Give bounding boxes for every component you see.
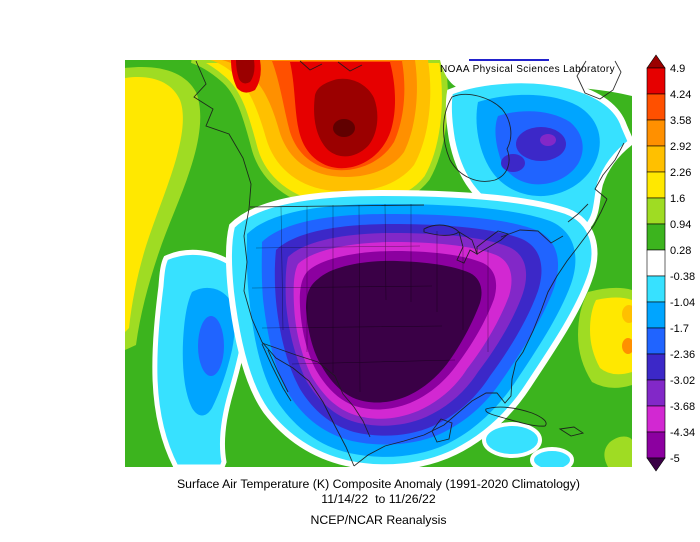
colorbar-segment — [646, 405, 666, 433]
alaska-warm-spot — [231, 60, 261, 93]
atlantic-warm-anomaly — [578, 287, 632, 467]
cool-core-dark — [540, 134, 556, 146]
cool-core — [516, 127, 566, 161]
figure-title: Surface Air Temperature (K) Composite An… — [176, 477, 581, 491]
caribbean-islands — [431, 406, 585, 443]
state-lines-vertical — [280, 203, 489, 393]
coastlines — [193, 60, 625, 467]
great-lakes — [423, 224, 509, 264]
colorbar-label: 2.26 — [670, 167, 691, 179]
colorbar-arrow-below — [646, 457, 666, 472]
colorbar: 4.9 4.24 3.58 2.92 2.26 1.6 0.94 0.28 -0… — [646, 54, 695, 472]
colorbar-label: -1.04 — [670, 297, 695, 309]
lab-link-rule — [469, 59, 549, 61]
gulf-atlantic-coast — [353, 198, 608, 467]
country-borders — [249, 204, 564, 438]
colorbar-label: -1.7 — [670, 323, 689, 335]
colorbar-label: 0.94 — [670, 219, 691, 231]
colorbar-label: -5 — [670, 453, 680, 465]
us-canada-border — [249, 204, 564, 244]
colorbar-label: -3.68 — [670, 401, 695, 413]
greenland-coast — [576, 60, 622, 100]
pacific-cool-anomaly — [152, 249, 251, 467]
colorbar-label: -0.38 — [670, 271, 695, 283]
cold-core-below-minus5 — [306, 260, 482, 403]
pacific-left-warm-band — [125, 67, 201, 350]
colorbar-segment — [646, 249, 666, 277]
state-lines-horizontal — [251, 245, 456, 365]
hudson-bay — [443, 93, 512, 182]
colorbar-segment — [646, 93, 666, 121]
colorbar-segment — [646, 119, 666, 147]
contour-band — [125, 76, 183, 332]
arctic-islands — [299, 60, 363, 72]
contour-band — [590, 297, 632, 375]
colorbar-label: 4.24 — [670, 89, 691, 101]
colorbar-label: 1.6 — [670, 193, 685, 205]
colorbar-label: 2.92 — [670, 141, 691, 153]
warm-edge-spot — [622, 338, 632, 354]
figure-date-range: 11/14/22 to 11/26/22 — [321, 492, 436, 506]
colorbar-segment — [646, 171, 666, 199]
colorbar-segment — [646, 353, 666, 381]
west-coast — [193, 60, 355, 467]
contour-band — [622, 305, 632, 323]
colorbar-arrow-above — [646, 54, 666, 69]
colorbar-label: -2.36 — [670, 349, 695, 361]
warm-core-darkest-spot — [333, 119, 355, 137]
warm-spot-dark — [236, 60, 255, 84]
colorbar-segment — [646, 145, 666, 173]
contour-band — [604, 436, 632, 467]
northeast-canada-cool-anomaly — [445, 77, 632, 233]
colorbar-label: 0.28 — [670, 245, 691, 257]
colorbar-segment — [646, 301, 666, 329]
colorbar-segment — [646, 223, 666, 251]
central-us-cold-anomaly — [225, 189, 598, 467]
cool-core — [198, 316, 224, 376]
baja-california — [261, 343, 292, 402]
northern-canada-warm-anomaly — [191, 60, 448, 211]
state-borders — [251, 203, 489, 393]
warm-core-dark — [314, 78, 378, 157]
colorbar-segment — [646, 275, 666, 303]
colorbar-segment — [646, 197, 666, 225]
colorbar-segment — [646, 379, 666, 407]
colorbar-label: -4.34 — [670, 427, 695, 439]
contour-band — [482, 422, 542, 458]
contour-band — [530, 447, 574, 467]
figure-data-source: NCEP/NCAR Reanalysis — [310, 513, 447, 527]
us-mexico-border — [261, 342, 371, 438]
gulf-cool-patches — [482, 422, 574, 467]
colorbar-segment — [646, 67, 666, 95]
colorbar-label: 3.58 — [670, 115, 691, 127]
colorbar-label: -3.02 — [670, 375, 695, 387]
colorbar-label: 4.9 — [670, 63, 685, 75]
northeast-coast — [567, 142, 625, 223]
cool-core — [501, 154, 525, 172]
noaa-psl-lab-link[interactable]: NOAA Physical Sciences Laboratory — [440, 64, 615, 75]
colorbar-segment — [646, 431, 666, 459]
colorbar-segment — [646, 327, 666, 355]
